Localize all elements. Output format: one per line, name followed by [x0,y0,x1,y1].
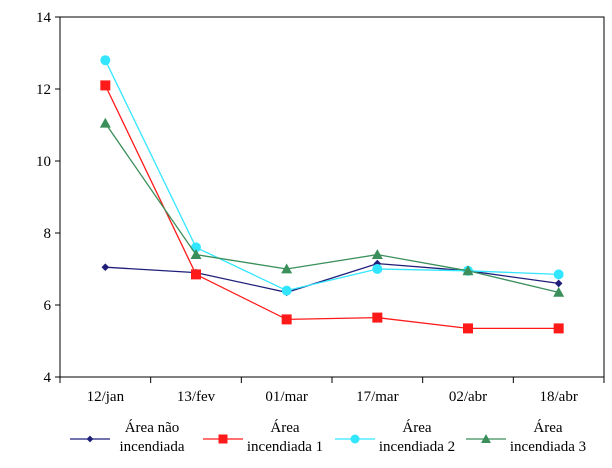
axes: 4 6 8 10 12 14 12/jan 13/fev 01/mar 17/mar 02/abr 1… [36,10,605,405]
legend-item: Área incendiada 3 [466,419,586,455]
data-point [100,55,111,66]
x-tick-label: 18/abr [540,389,578,405]
x-tick-label: 01/mar [265,389,308,405]
y-tick-label: 8 [44,226,52,242]
legend: Área não incendiada Área incendiada 1 Área in… [70,419,586,455]
legend-swatch-marker [481,434,491,443]
x-tick-label: 02/abr [449,389,487,405]
data-point [372,312,383,323]
data-point [281,263,293,274]
x-tick-label: 13/fev [177,389,216,405]
data-point [101,263,110,272]
data-point [553,286,565,297]
x-tick-label: 17/mar [356,389,399,405]
series-group [99,55,565,334]
legend-item: Área incendiada 2 [335,419,455,455]
series-1 [101,259,563,297]
y-tick-label: 10 [36,154,51,170]
x-tick-label: 12/jan [87,389,125,405]
y-tick-label: 12 [36,82,51,98]
series-line [104,85,559,330]
data-point [372,264,383,274]
y-tick-label: 14 [36,10,52,26]
legend-label: incendiada 2 [379,439,455,455]
data-point [553,269,564,280]
legend-label: Área [402,419,431,436]
data-point [371,249,383,259]
data-point [281,314,292,325]
data-point [463,323,473,334]
series-line [105,262,559,294]
legend-swatch-marker [86,435,94,443]
data-point [462,265,474,276]
y-tick-label: 6 [44,298,52,314]
legend-item: Área incendiada 1 [203,419,323,455]
plot-frame [59,16,605,378]
data-point [190,249,202,259]
series-4 [99,117,565,297]
series-line [104,122,559,294]
series-2 [100,80,564,334]
legend-label: incendiada 1 [247,439,323,455]
data-point [281,285,292,296]
legend-swatch-marker [350,434,360,444]
data-point [554,279,563,288]
data-point [553,323,564,334]
legend-label: incendiada [120,439,185,455]
y-tick-label: 4 [44,370,52,386]
series-3 [100,55,564,296]
legend-item: Área não incendiada [70,419,185,455]
legend-label: Área [270,419,299,436]
legend-label: incendiada 3 [510,439,586,455]
legend-label: Área [533,419,562,436]
data-point [191,269,201,280]
data-point [100,80,111,91]
series-line [104,59,559,292]
legend-swatch-marker [218,434,228,444]
legend-label: Área não [125,419,180,436]
data-point [99,117,111,128]
